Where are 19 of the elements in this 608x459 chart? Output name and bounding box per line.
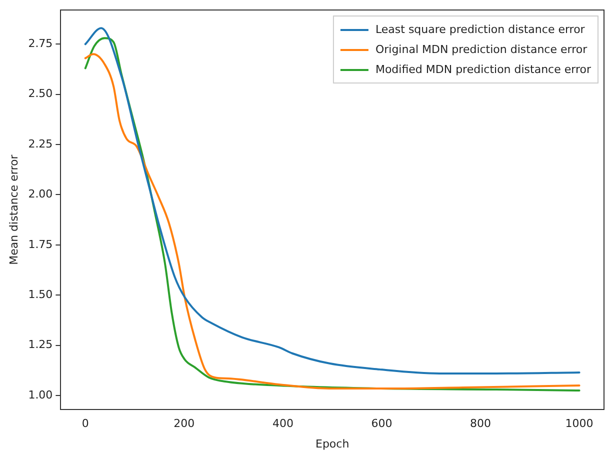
x-tick-label: 200 bbox=[174, 417, 195, 430]
y-tick-label: 2.75 bbox=[28, 36, 53, 50]
y-tick-label: 2.25 bbox=[28, 137, 53, 150]
legend-label: Least square prediction distance error bbox=[375, 22, 586, 36]
x-tick-label: 1000 bbox=[565, 417, 594, 430]
x-tick-label: 600 bbox=[371, 417, 392, 430]
x-tick-label: 800 bbox=[470, 417, 492, 430]
y-tick-label: 1.75 bbox=[28, 238, 53, 251]
y-tick-label: 1.50 bbox=[28, 288, 53, 301]
y-axis-title: Mean distance error bbox=[7, 154, 20, 265]
x-tick-label: 0 bbox=[82, 417, 89, 430]
y-tick-label: 2.50 bbox=[28, 87, 53, 100]
y-tick-label: 2.00 bbox=[28, 188, 53, 201]
y-tick-label: 1.00 bbox=[28, 388, 53, 402]
x-axis-title: Epoch bbox=[316, 437, 350, 450]
legend-label: Original MDN prediction distance error bbox=[375, 42, 588, 56]
legend-label: Modified MDN prediction distance error bbox=[375, 62, 592, 76]
x-tick-label: 400 bbox=[272, 417, 294, 430]
y-tick-label: 1.25 bbox=[28, 338, 53, 352]
